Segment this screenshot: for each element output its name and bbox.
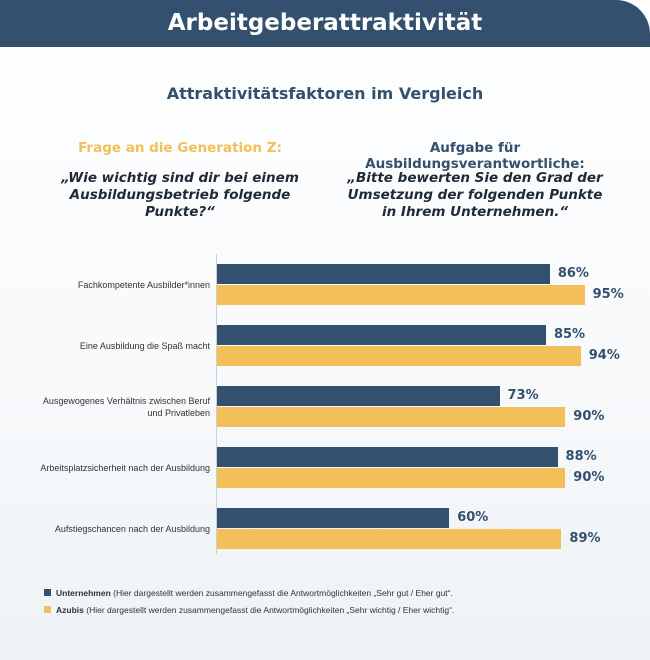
category-label: Eine Ausbildung die Spaß macht (79, 340, 210, 351)
value-label-unternehmen: 88% (565, 449, 597, 464)
value-label-azubis: 89% (569, 531, 601, 546)
bar-azubis (217, 407, 566, 427)
category-label: Arbeitsplatzsicherheit nach der Ausbildu… (40, 462, 210, 473)
page-title: Arbeitgeberattraktivität (167, 10, 483, 36)
bar-unternehmen (217, 325, 546, 345)
category-label: Ausgewogenes Verhältnis zwischen Beruf u… (42, 395, 210, 418)
bar-unternehmen (217, 508, 450, 528)
bar-unternehmen (217, 264, 550, 284)
bar-unternehmen (217, 447, 558, 467)
bar-unternehmen (217, 386, 500, 406)
bar-azubis (217, 468, 566, 488)
value-label-azubis: 94% (588, 348, 620, 363)
category-label: Aufstiegschancen nach der Ausbildung (54, 523, 210, 534)
bar-azubis (217, 346, 581, 366)
bar-azubis (217, 529, 562, 549)
value-label-unternehmen: 60% (457, 510, 489, 525)
right-question: „Bitte bewerten Sie den Grad der Umsetzu… (347, 170, 603, 220)
legend-item-azubis: Azubis (Hier dargestellt werden zusammen… (44, 605, 454, 615)
chart-axis-line (216, 254, 217, 554)
bar-azubis (217, 285, 585, 305)
legend-name-azubis: Azubis (56, 605, 84, 615)
header-bar: Arbeitgeberattraktivität (0, 0, 650, 47)
legend-item-unternehmen: Unternehmen (Hier dargestellt werden zus… (44, 588, 453, 598)
legend-name-unternehmen: Unternehmen (56, 588, 111, 598)
right-column-heading: Aufgabe für Ausbildungsverantwortliche: (365, 140, 585, 172)
legend-note-azubis: (Hier dargestellt werden zusammengefasst… (83, 605, 455, 615)
legend-swatch-azubis (44, 606, 51, 613)
chart-subtitle: Attraktivitätsfaktoren im Vergleich (166, 84, 484, 103)
value-label-unternehmen: 86% (557, 266, 589, 281)
legend-note-unternehmen: (Hier dargestellt werden zusammengefasst… (110, 588, 453, 598)
left-column-heading: Frage an die Generation Z: (78, 140, 282, 156)
legend-swatch-unternehmen (44, 589, 51, 596)
value-label-unternehmen: 73% (507, 388, 539, 403)
value-label-unternehmen: 85% (553, 327, 586, 342)
value-label-azubis: 95% (592, 287, 624, 302)
left-question: „Wie wichtig sind dir bei einem Ausbildu… (61, 170, 299, 220)
value-label-azubis: 90% (573, 409, 605, 424)
value-label-azubis: 90% (573, 470, 605, 485)
category-label: Fachkompetente Ausbilder*innen (77, 279, 210, 290)
